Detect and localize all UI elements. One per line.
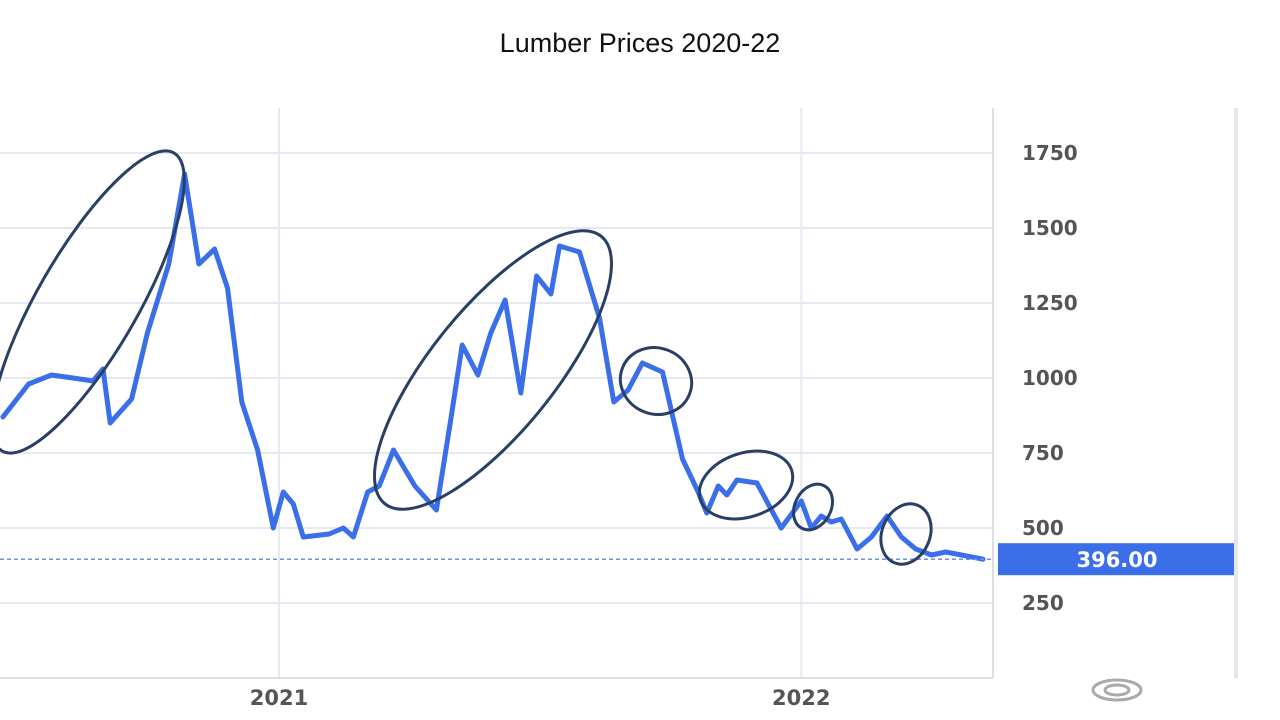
annotation-ellipse [373, 229, 613, 511]
annotations [0, 149, 933, 566]
settings-gear-icon[interactable] [1091, 678, 1143, 702]
annotation-ellipse [879, 502, 933, 566]
annotation-ellipse [618, 346, 694, 416]
y-tick-label: 500 [1022, 516, 1064, 540]
last-value-box [998, 543, 1234, 576]
y-tick-label: 750 [1022, 441, 1064, 465]
y-tick-label: 1750 [1022, 141, 1078, 165]
axes [0, 108, 1238, 679]
last-value-badge: 396.00 [998, 543, 1234, 576]
y-tick-label: 1500 [1022, 216, 1078, 240]
annotation-ellipse [697, 449, 795, 521]
last-value-label: 396.00 [1076, 548, 1157, 572]
y-tick-label: 1250 [1022, 291, 1078, 315]
tick-labels: 250 500 750 1000 1250 1500 1750 2021 2022 [250, 141, 1078, 710]
y-tick-label: 1000 [1022, 366, 1078, 390]
annotation-ellipse [792, 482, 834, 532]
chart-title: Lumber Prices 2020-22 [499, 28, 781, 58]
x-tick-label: 2022 [772, 686, 830, 710]
y-tick-label: 250 [1022, 591, 1064, 615]
series-line [0, 171, 986, 562]
series-layer [0, 171, 993, 562]
annotation-ellipse [0, 149, 186, 455]
x-tick-label: 2021 [250, 686, 308, 710]
grid [0, 108, 993, 678]
